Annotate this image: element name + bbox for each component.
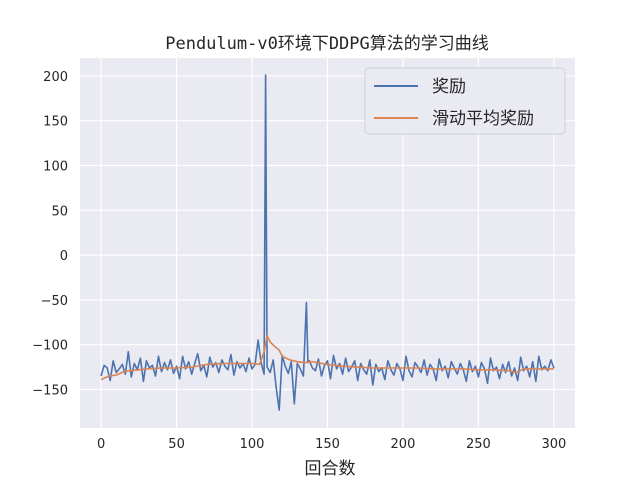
y-tick-label: −150 [32, 383, 68, 398]
reward-line [100, 74, 555, 411]
legend-label-moving-average: 滑动平均奖励 [432, 109, 534, 129]
y-gridlines [80, 75, 575, 391]
x-tick-label: 0 [97, 437, 105, 452]
moving-average-line [100, 334, 554, 381]
legend-label-reward: 奖励 [432, 77, 466, 97]
y-tick-label: −100 [32, 339, 68, 354]
y-tick-labels: −150 −100 −50 0 50 100 150 200 [32, 70, 68, 399]
x-tick-label: 200 [391, 437, 416, 452]
x-tick-label: 300 [541, 437, 566, 452]
y-tick-label: 150 [43, 115, 68, 130]
x-tick-labels: 0 50 100 150 200 250 300 [97, 437, 566, 452]
y-tick-label: 200 [43, 70, 68, 85]
x-tick-label: 50 [168, 437, 185, 452]
series-group [100, 74, 555, 411]
x-tick-label: 100 [240, 437, 265, 452]
x-tick-label: 250 [466, 437, 491, 452]
x-axis-label: 回合数 [305, 459, 356, 479]
y-tick-label: 50 [51, 204, 68, 219]
y-tick-label: −50 [41, 294, 68, 309]
legend: 奖励 滑动平均奖励 [364, 67, 566, 135]
y-tick-label: 100 [43, 160, 68, 175]
x-tick-label: 150 [315, 437, 340, 452]
y-tick-label: 0 [60, 249, 68, 264]
chart-title: Pendulum-v0环境下DDPG算法的学习曲线 [165, 34, 489, 54]
